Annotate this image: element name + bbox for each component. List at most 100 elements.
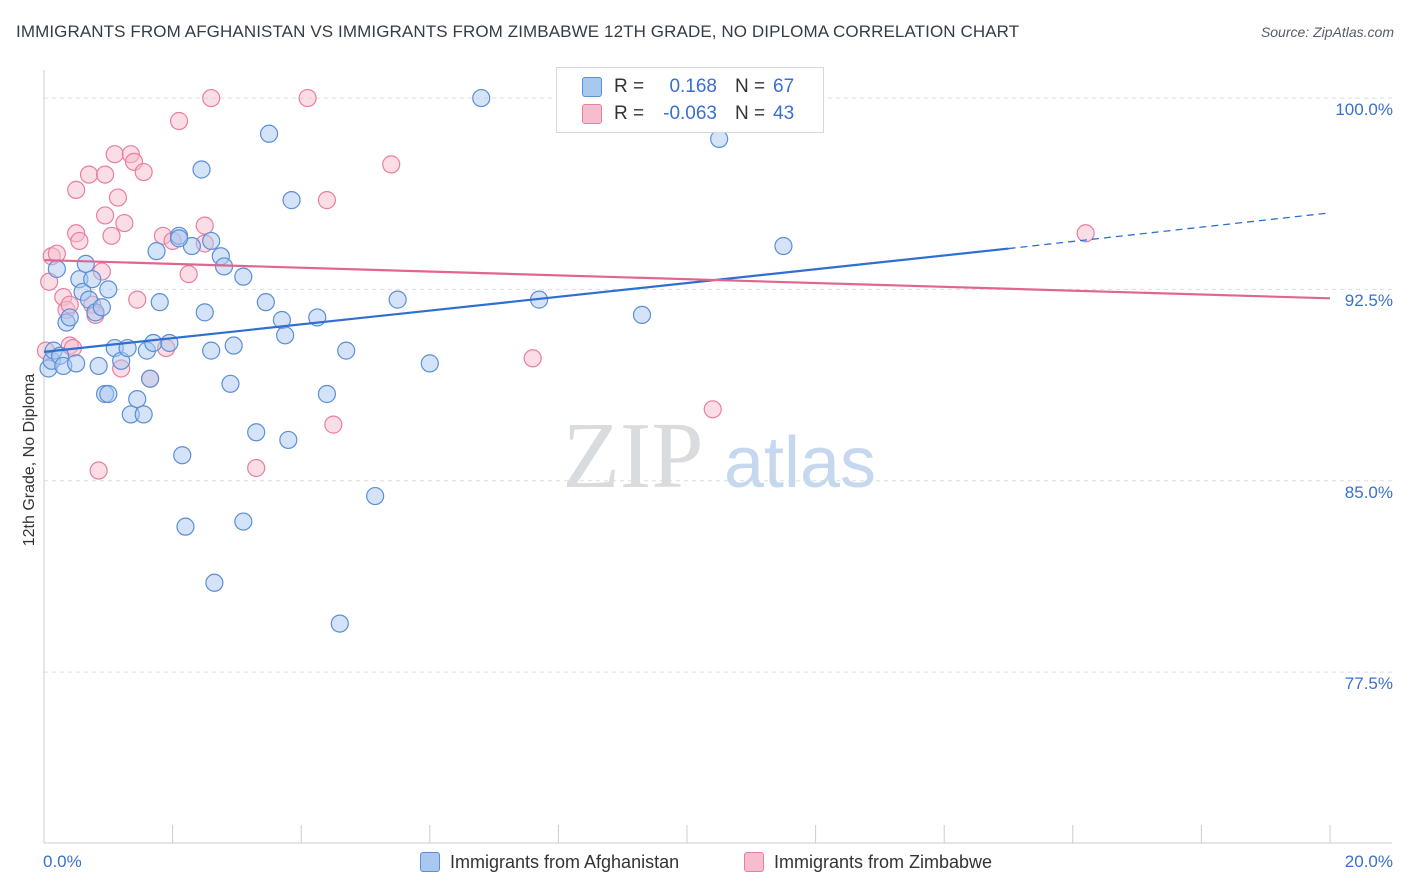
data-point-afghanistan [202, 341, 221, 360]
data-point-zimbabwe [102, 226, 121, 245]
data-point-zimbabwe [79, 165, 99, 184]
data-point-afghanistan [234, 267, 253, 286]
x-tick-label-min: 0.0% [43, 852, 82, 871]
data-point-zimbabwe [95, 206, 115, 225]
n-value: 67 [773, 76, 795, 97]
data-point-zimbabwe [179, 264, 198, 284]
legend-label-afghanistan: Immigrants from Afghanistan [450, 852, 680, 872]
data-point-zimbabwe [89, 461, 108, 480]
y-tick-label: 92.5% [1344, 291, 1393, 311]
data-point-afghanistan [256, 293, 275, 312]
data-point-afghanistan [224, 336, 243, 355]
data-point-afghanistan [83, 270, 102, 289]
data-point-afghanistan [47, 259, 66, 279]
data-point-afghanistan [420, 354, 439, 373]
data-point-afghanistan [259, 124, 279, 143]
y-tick-label: 77.5% [1344, 674, 1393, 694]
data-point-afghanistan [330, 614, 349, 633]
data-point-afghanistan [221, 374, 240, 393]
data-point-afghanistan [76, 254, 95, 273]
data-point-afghanistan [202, 231, 221, 251]
data-point-afghanistan [774, 236, 793, 256]
data-point-zimbabwe [105, 145, 124, 164]
data-point-zimbabwe [298, 88, 317, 108]
data-point-afghanistan [247, 423, 266, 442]
x-tick-label-max: 20.0% [1344, 852, 1393, 871]
data-point-afghanistan [317, 384, 337, 404]
data-point-zimbabwe [108, 188, 128, 207]
legend-label-zimbabwe: Immigrants from Zimbabwe [774, 852, 993, 872]
trend-line-afghanistan-extension [1008, 212, 1331, 250]
legend-item-zimbabwe[interactable]: Immigrants from Zimbabwe [744, 852, 992, 873]
data-point-afghanistan [192, 160, 211, 179]
data-point-afghanistan [99, 384, 118, 404]
data-point-zimbabwe [703, 400, 722, 419]
zimbabwe-swatch [582, 104, 602, 124]
trend-line-zimbabwe [43, 258, 1331, 300]
data-point-afghanistan [147, 242, 166, 261]
data-point-afghanistan [99, 280, 118, 299]
stats-legend: R = 0.168 N = 67 R = -0.063 N = 43 [556, 67, 824, 133]
data-point-afghanistan [134, 405, 153, 424]
data-point-afghanistan [205, 573, 224, 592]
afghanistan-swatch [582, 77, 602, 97]
data-point-zimbabwe [382, 155, 401, 174]
data-point-zimbabwe [247, 458, 266, 478]
trend-lines [43, 212, 1331, 353]
data-point-afghanistan [337, 341, 356, 360]
data-point-zimbabwe [67, 180, 86, 200]
data-point-zimbabwe [115, 213, 134, 233]
data-point-afghanistan [195, 303, 214, 322]
watermark-zip: ZIP [563, 404, 704, 508]
data-point-afghanistan [150, 293, 169, 312]
data-point-afghanistan [472, 88, 491, 108]
data-point-zimbabwe [324, 415, 343, 434]
source-label: Source: ZipAtlas.com [1260, 24, 1394, 40]
data-point-zimbabwe [70, 231, 89, 251]
data-point-afghanistan [176, 517, 195, 536]
data-point-afghanistan [234, 512, 253, 531]
r-label: R = [614, 76, 645, 97]
data-point-afghanistan [67, 354, 86, 373]
data-point-afghanistan [388, 290, 407, 309]
data-point-afghanistan [173, 446, 192, 465]
data-point-afghanistan [282, 191, 301, 210]
legend-item-afghanistan[interactable]: Immigrants from Afghanistan [420, 852, 679, 873]
data-point-zimbabwe [523, 349, 542, 368]
data-point-afghanistan [144, 333, 163, 353]
data-point-zimbabwe [128, 290, 147, 309]
stats-legend-row-afghanistan: R = 0.168 N = 67 [557, 74, 823, 102]
data-point-afghanistan [279, 430, 298, 450]
n-label: N = [735, 76, 766, 97]
y-axis-label: 12th Grade, No Diploma [21, 373, 38, 547]
trend-line-afghanistan [43, 247, 1009, 353]
data-point-zimbabwe [134, 162, 153, 182]
axes [43, 70, 1392, 844]
n-value: 43 [773, 103, 795, 124]
r-value: -0.063 [663, 103, 717, 124]
data-point-zimbabwe [202, 88, 221, 108]
data-point-afghanistan [366, 486, 385, 506]
data-point-afghanistan [632, 305, 652, 325]
data-point-zimbabwe [195, 216, 214, 235]
y-tick-label: 100.0% [1335, 100, 1393, 120]
data-point-afghanistan [89, 356, 108, 376]
data-point-afghanistan [169, 229, 189, 248]
n-label: N = [735, 103, 766, 124]
data-point-zimbabwe [95, 165, 115, 184]
data-point-afghanistan [60, 308, 79, 327]
grid-lines [44, 97, 1392, 673]
chart-title: IMMIGRANTS FROM AFGHANISTAN VS IMMIGRANT… [16, 22, 1020, 41]
stats-legend-row-zimbabwe: R = -0.063 N = 43 [557, 101, 823, 129]
series-afghanistan-points [39, 88, 793, 633]
data-point-afghanistan [276, 326, 295, 345]
r-label: R = [614, 103, 645, 124]
watermark-atlas: atlas [724, 423, 876, 503]
data-point-zimbabwe [317, 191, 337, 210]
data-point-afghanistan [92, 298, 111, 317]
data-point-zimbabwe [1076, 224, 1095, 243]
r-value: 0.168 [669, 76, 717, 97]
watermark: ZIP atlas [563, 404, 877, 508]
zimbabwe-swatch [744, 852, 764, 872]
